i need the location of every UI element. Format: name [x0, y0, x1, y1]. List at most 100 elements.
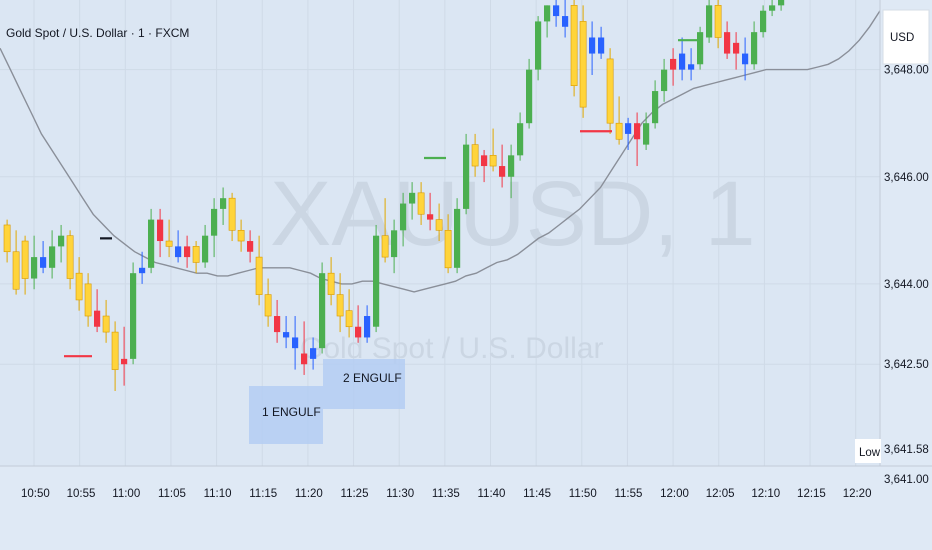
candle-body[interactable]: [264, 294, 272, 317]
candle-body[interactable]: [75, 272, 83, 301]
price-axis[interactable]: [880, 0, 932, 466]
candle-body[interactable]: [553, 5, 560, 17]
candle-body[interactable]: [535, 21, 542, 70]
candle-body[interactable]: [634, 123, 641, 140]
engulf-box-1[interactable]: [249, 386, 323, 444]
candle-body[interactable]: [247, 241, 254, 252]
candle-body[interactable]: [517, 123, 524, 156]
candle-body[interactable]: [148, 219, 155, 268]
candle-body[interactable]: [111, 331, 119, 370]
candle-body[interactable]: [373, 235, 380, 327]
candle-body[interactable]: [714, 5, 722, 38]
candle-body[interactable]: [417, 192, 425, 215]
candle-body[interactable]: [31, 257, 38, 279]
candle-body[interactable]: [661, 69, 668, 92]
candle-body[interactable]: [742, 53, 749, 65]
candle-body[interactable]: [66, 235, 74, 279]
candle-body[interactable]: [652, 91, 659, 124]
candle-body[interactable]: [336, 294, 344, 317]
candle-body[interactable]: [454, 208, 461, 268]
candle-body[interactable]: [598, 37, 605, 54]
candle-body[interactable]: [157, 219, 164, 242]
candle-body[interactable]: [400, 203, 407, 231]
candle-body[interactable]: [670, 58, 677, 70]
candle-body[interactable]: [579, 21, 587, 108]
candle-body[interactable]: [471, 144, 479, 167]
candle-body[interactable]: [301, 353, 308, 365]
time-axis[interactable]: [0, 466, 880, 550]
candle-body[interactable]: [615, 122, 623, 140]
candle-body[interactable]: [94, 310, 101, 327]
candle-body[interactable]: [220, 198, 227, 209]
candle-body[interactable]: [463, 144, 470, 209]
candle-body[interactable]: [139, 267, 146, 274]
candle-body[interactable]: [697, 32, 704, 65]
candle-body[interactable]: [733, 42, 740, 54]
candle-body[interactable]: [499, 166, 506, 177]
time-tick-label: 11:35: [432, 488, 460, 500]
candle-body[interactable]: [688, 64, 695, 70]
candle-body[interactable]: [435, 219, 443, 231]
engulf-box-2[interactable]: [323, 359, 405, 409]
candle-body[interactable]: [40, 257, 47, 268]
candle-body[interactable]: [724, 32, 731, 54]
candles-layer: [3, 0, 785, 392]
price-tick-labels: 3,648.00 3,646.00 3,644.00 3,642.50: [884, 65, 929, 372]
candle-body[interactable]: [355, 326, 362, 338]
time-tick-label: 11:45: [523, 488, 551, 500]
candle-body[interactable]: [381, 235, 389, 258]
candle-body[interactable]: [427, 214, 434, 220]
candle-body[interactable]: [391, 230, 398, 258]
candle-body[interactable]: [589, 37, 596, 54]
candle-body[interactable]: [778, 0, 785, 6]
candle-body[interactable]: [310, 348, 317, 359]
candle-body[interactable]: [562, 16, 569, 27]
candle-body[interactable]: [130, 273, 137, 359]
candle-body[interactable]: [679, 53, 686, 70]
candle-body[interactable]: [489, 155, 497, 167]
candle-body[interactable]: [12, 251, 20, 290]
candle-body[interactable]: [102, 315, 110, 333]
candle-body[interactable]: [255, 256, 263, 295]
candle-body[interactable]: [319, 273, 326, 349]
candle-body[interactable]: [58, 235, 65, 247]
candle-body[interactable]: [121, 358, 128, 365]
candle-body[interactable]: [409, 192, 416, 204]
candle-body[interactable]: [202, 235, 209, 263]
candle-body[interactable]: [49, 246, 56, 268]
candle-body[interactable]: [228, 197, 236, 231]
candle-body[interactable]: [508, 155, 515, 177]
candle-body[interactable]: [706, 5, 713, 38]
candle-body[interactable]: [292, 337, 299, 349]
currency-button[interactable]: [882, 9, 930, 65]
candle-body[interactable]: [237, 230, 245, 242]
candle-body[interactable]: [444, 230, 452, 269]
candle-body[interactable]: [192, 246, 200, 263]
candle-body[interactable]: [643, 123, 650, 145]
candle-body[interactable]: [570, 5, 578, 87]
candle-body[interactable]: [283, 332, 290, 338]
candle-body[interactable]: [606, 58, 614, 124]
candle-body[interactable]: [175, 246, 182, 258]
candle-body[interactable]: [751, 32, 758, 65]
candle-body[interactable]: [345, 310, 353, 328]
candle-body[interactable]: [184, 246, 191, 258]
price-tick-label: 3,646.00: [884, 172, 929, 184]
candle-body[interactable]: [769, 5, 776, 11]
candle-body[interactable]: [327, 272, 335, 295]
candle-body[interactable]: [84, 283, 92, 317]
candle-body[interactable]: [481, 155, 488, 167]
candle-body[interactable]: [274, 316, 281, 333]
candle-body[interactable]: [760, 10, 767, 33]
candle-body[interactable]: [544, 5, 551, 22]
candle-body[interactable]: [526, 69, 533, 124]
candle-body[interactable]: [211, 208, 218, 236]
candle-body[interactable]: [165, 240, 173, 247]
candle-body[interactable]: [3, 224, 11, 253]
candle-body[interactable]: [364, 316, 371, 338]
candle-body[interactable]: [625, 123, 632, 134]
symbol-title[interactable]: Gold Spot / U.S. Dollar · 1 · FXCM: [6, 26, 189, 40]
candle-body[interactable]: [21, 240, 29, 279]
